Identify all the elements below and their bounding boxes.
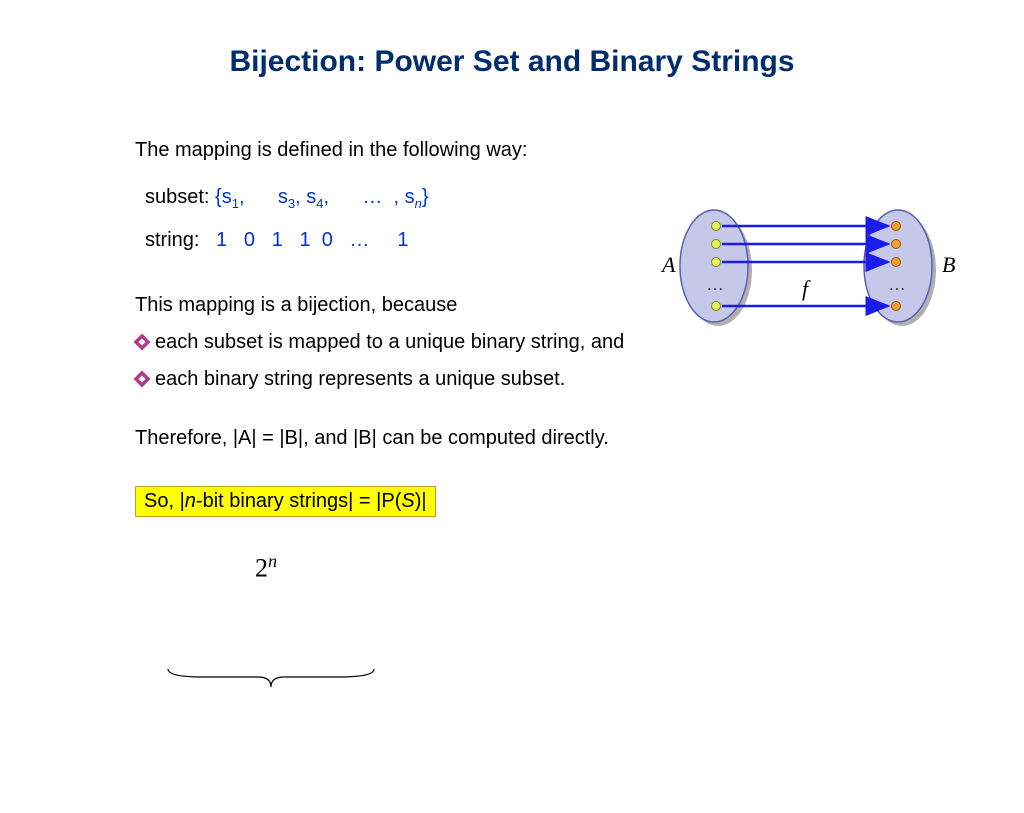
formula-exp: n xyxy=(268,551,277,571)
bijection-diagram: A B f … … xyxy=(644,200,964,350)
subset-sn: , s xyxy=(394,186,415,208)
bullet-2-text: each binary string represents a unique s… xyxy=(155,368,565,390)
label-f: f xyxy=(802,276,811,301)
subset-open: {s xyxy=(215,186,232,208)
intro-text: The mapping is defined in the following … xyxy=(135,139,1024,162)
subset-label: subset: xyxy=(145,186,209,208)
therefore-text: Therefore, |A| = |B|, and |B| can be com… xyxy=(135,427,1024,450)
label-a: A xyxy=(660,252,676,277)
subset-c2: , xyxy=(323,186,329,208)
bullet-2: each binary string represents a unique s… xyxy=(135,368,1024,391)
formula-base: 2 xyxy=(255,554,268,583)
highlight-conclusion: So, |n-bit binary strings| = |P(S)| xyxy=(135,486,436,517)
dots-a: … xyxy=(706,274,724,294)
formula-2n: 2n xyxy=(255,551,1024,584)
diamond-icon xyxy=(135,372,149,386)
subset-s4: , s xyxy=(295,186,316,208)
subset-sn-sub: n xyxy=(415,196,422,211)
hi-pre: So, | xyxy=(144,490,185,512)
bullet-1-text: each subset is mapped to a unique binary… xyxy=(155,331,624,353)
hi-mid: -bit binary strings| = |P( xyxy=(196,490,401,512)
string-values: 1 0 1 1 0 … 1 xyxy=(216,229,408,251)
subset-set: {s1, s3, s4, … , sn} xyxy=(215,186,429,208)
hi-n: n xyxy=(185,490,196,512)
dots-b: … xyxy=(888,274,906,294)
subset-close: } xyxy=(422,186,429,208)
hi-S: S xyxy=(401,490,414,512)
subset-dots: … xyxy=(362,186,382,208)
subset-s3: s xyxy=(278,186,288,208)
slide-title: Bijection: Power Set and Binary Strings xyxy=(0,45,1024,79)
hi-post: )| xyxy=(415,490,427,512)
label-b: B xyxy=(942,252,955,277)
diamond-icon xyxy=(135,335,149,349)
subset-s1-sub: 1 xyxy=(232,196,239,211)
underbrace-icon xyxy=(163,667,383,697)
subset-c1: , xyxy=(239,186,245,208)
string-label: string: xyxy=(145,229,199,251)
